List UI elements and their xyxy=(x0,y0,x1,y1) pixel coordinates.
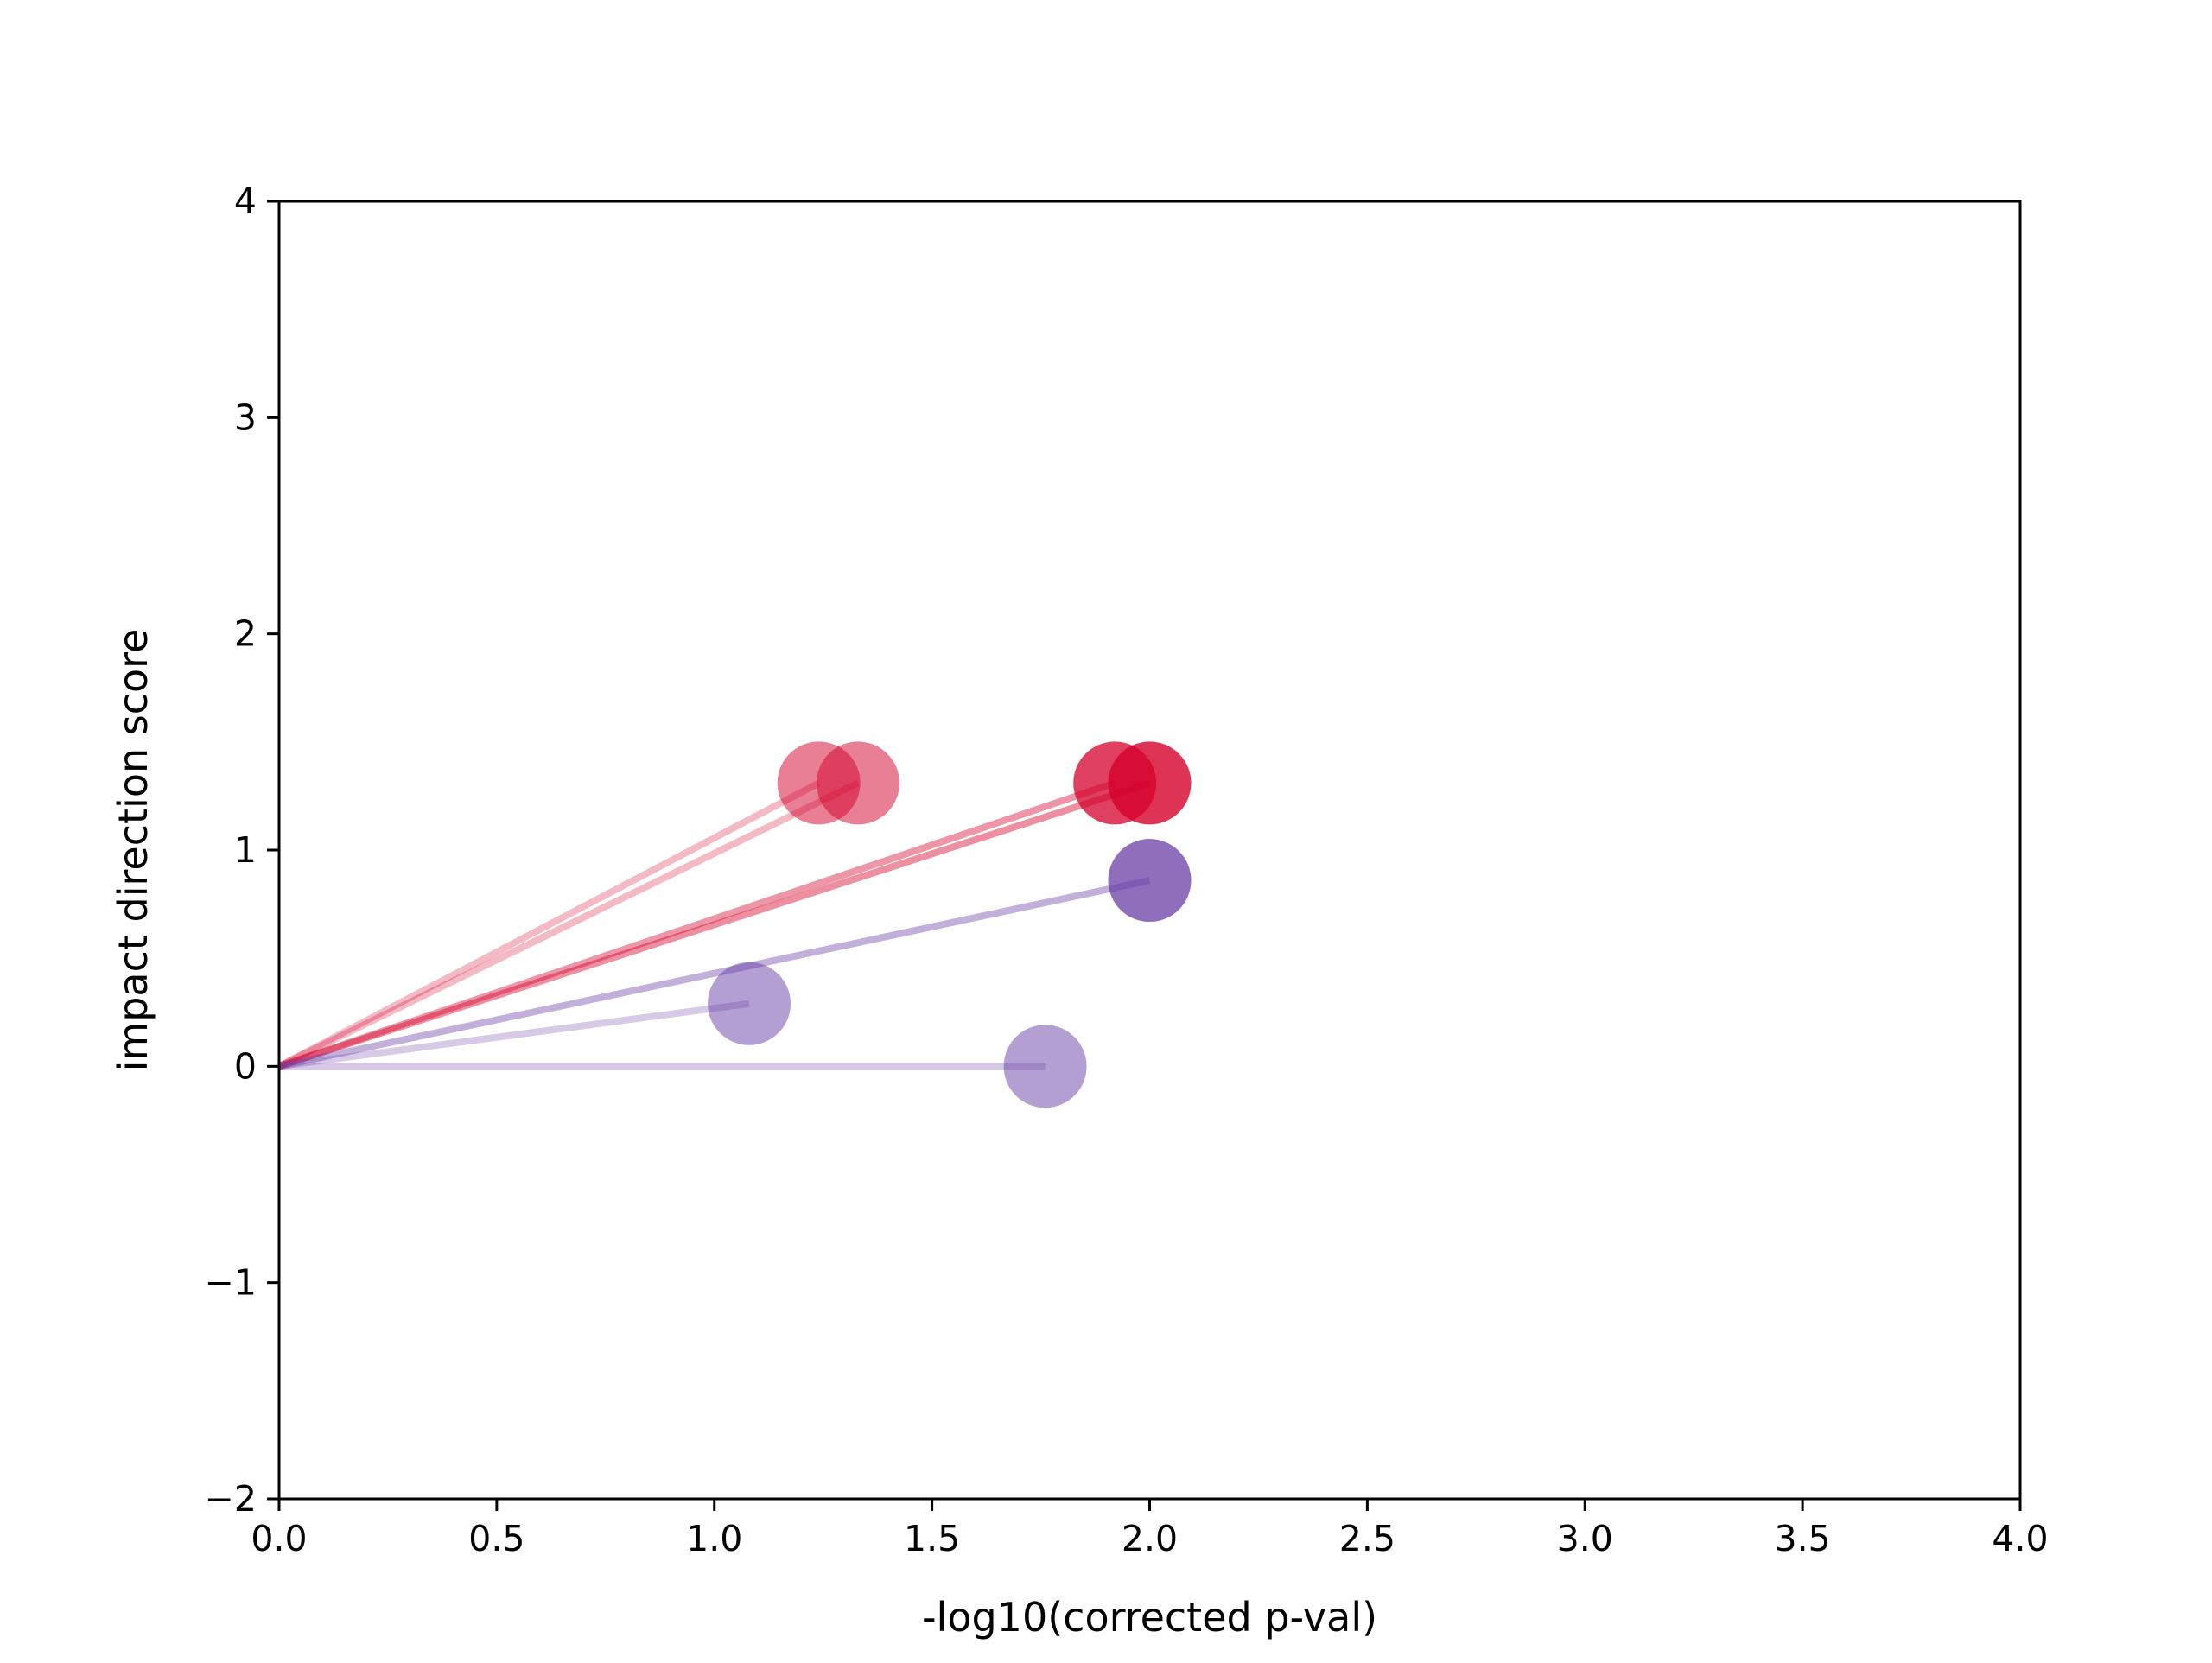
ray-line xyxy=(277,779,1116,1070)
x-axis-label: -log10(corrected p-val) xyxy=(922,1594,1377,1641)
x-tick-label: 2.5 xyxy=(1339,1518,1395,1559)
ray-line xyxy=(277,779,821,1070)
ray-line xyxy=(278,877,1151,1070)
data-points xyxy=(708,741,1192,1108)
ray-lines xyxy=(277,779,1151,1070)
y-tick-label: 1 xyxy=(234,829,257,871)
ray-line xyxy=(278,1000,750,1070)
x-tick-label: 0.5 xyxy=(468,1518,524,1559)
y-tick-label: −1 xyxy=(205,1262,257,1304)
ray-line xyxy=(277,779,860,1070)
x-tick-label: 3.5 xyxy=(1775,1518,1831,1559)
x-axis-ticks: 0.0 0.5 1.0 1.5 2.0 2.5 3.0 3.5 4.0 xyxy=(251,1499,2049,1559)
x-tick-label: 4.0 xyxy=(1992,1518,2048,1559)
x-tick-label: 1.5 xyxy=(904,1518,960,1559)
y-axis-ticks: −2 −1 0 1 2 3 4 xyxy=(205,181,279,1520)
y-tick-label: 4 xyxy=(234,181,257,222)
y-tick-label: 3 xyxy=(234,397,257,438)
data-point xyxy=(708,962,791,1045)
y-tick-label: 0 xyxy=(234,1045,257,1087)
data-point xyxy=(1003,1025,1087,1108)
y-tick-label: 2 xyxy=(234,613,257,655)
x-tick-label: 0.0 xyxy=(251,1518,307,1559)
data-point xyxy=(816,741,899,825)
y-tick-label: −2 xyxy=(205,1478,257,1520)
x-tick-label: 2.0 xyxy=(1122,1518,1178,1559)
data-point xyxy=(1108,741,1192,825)
x-tick-label: 1.0 xyxy=(686,1518,742,1559)
x-tick-label: 3.0 xyxy=(1557,1518,1613,1559)
y-axis-label: impact direction score xyxy=(110,629,156,1072)
data-point xyxy=(1108,839,1192,923)
ray-line xyxy=(277,779,1151,1070)
